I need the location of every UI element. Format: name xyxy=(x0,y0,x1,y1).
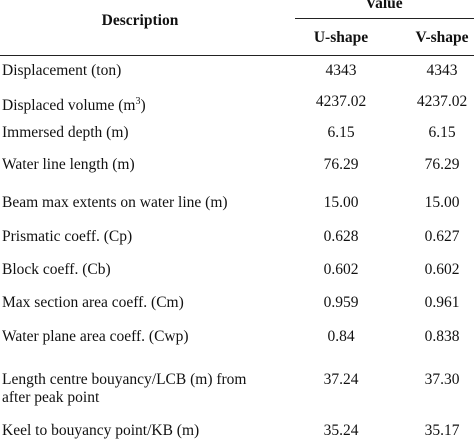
cell-u: 37.24 xyxy=(323,371,359,388)
cell-u: 0.628 xyxy=(323,228,359,245)
row-label: Prismatic coeff. (Cp) xyxy=(2,228,132,246)
cell-u: 35.24 xyxy=(323,422,359,439)
row-label: Water line length (m) xyxy=(2,156,135,174)
header-description: Description xyxy=(101,12,179,29)
label-text: Prismatic coeff. (Cp) xyxy=(2,228,133,245)
row-label: Displaced volume (m3) xyxy=(2,93,146,115)
row-label: Keel to bouyancy point/KB (m) xyxy=(2,422,199,440)
rule xyxy=(0,55,474,56)
label-text: ) xyxy=(140,97,146,115)
row-label: Immersed depth (m) xyxy=(2,124,129,142)
cell-v: 0.627 xyxy=(424,228,460,245)
cell-v: 0.961 xyxy=(424,294,460,311)
cell-v: 76.29 xyxy=(424,156,460,173)
cell-u: 76.29 xyxy=(323,156,359,173)
row-label: Displacement (ton) xyxy=(2,62,121,80)
label-text: Block coeff. (Cb) xyxy=(2,261,111,278)
label-text: Beam max extents on water line (m) xyxy=(2,194,228,211)
row-label: after peak point xyxy=(2,389,100,406)
cell-u: 6.15 xyxy=(327,124,355,141)
label-text: Max section area coeff. (Cm) xyxy=(2,294,184,311)
cell-v: 35.17 xyxy=(424,422,460,439)
cell-v: 6.15 xyxy=(428,124,456,141)
label-text: Displaced volume (m xyxy=(2,97,136,115)
row-label: Max section area coeff. (Cm) xyxy=(2,294,184,312)
cell-v: 37.30 xyxy=(424,371,460,388)
row-label: Beam max extents on water line (m) xyxy=(2,194,228,212)
header-value: Value xyxy=(365,0,403,12)
label-text: Keel to bouyancy point/KB (m) xyxy=(2,422,200,439)
label-text: Immersed depth (m) xyxy=(2,124,129,141)
cell-u: 15.00 xyxy=(323,194,359,211)
column-header: V-shape xyxy=(415,29,469,46)
cell-u: 4343 xyxy=(325,62,357,79)
superscript: 3 xyxy=(135,96,141,107)
row-label: Water plane area coeff. (Cwp) xyxy=(2,328,189,346)
cell-v: 15.00 xyxy=(424,194,460,211)
rule xyxy=(295,18,474,19)
row-label: Length centre bouyancy/LCB (m) from xyxy=(2,371,247,388)
label-text: Water line length (m) xyxy=(2,156,135,173)
cell-v: 4343 xyxy=(426,62,458,79)
cell-v: 0.602 xyxy=(424,261,460,278)
column-header: U-shape xyxy=(313,29,369,46)
row-label: Block coeff. (Cb) xyxy=(2,261,111,279)
label-text: Displacement (ton) xyxy=(2,62,122,79)
cell-u: 4237.02 xyxy=(315,93,367,110)
cell-u: 0.959 xyxy=(323,294,359,311)
cell-u: 0.84 xyxy=(327,328,355,345)
cell-v: 4237.02 xyxy=(416,93,468,110)
cell-u: 0.602 xyxy=(323,261,359,278)
label-text: Water plane area coeff. (Cwp) xyxy=(2,328,189,345)
cell-v: 0.838 xyxy=(424,328,460,345)
